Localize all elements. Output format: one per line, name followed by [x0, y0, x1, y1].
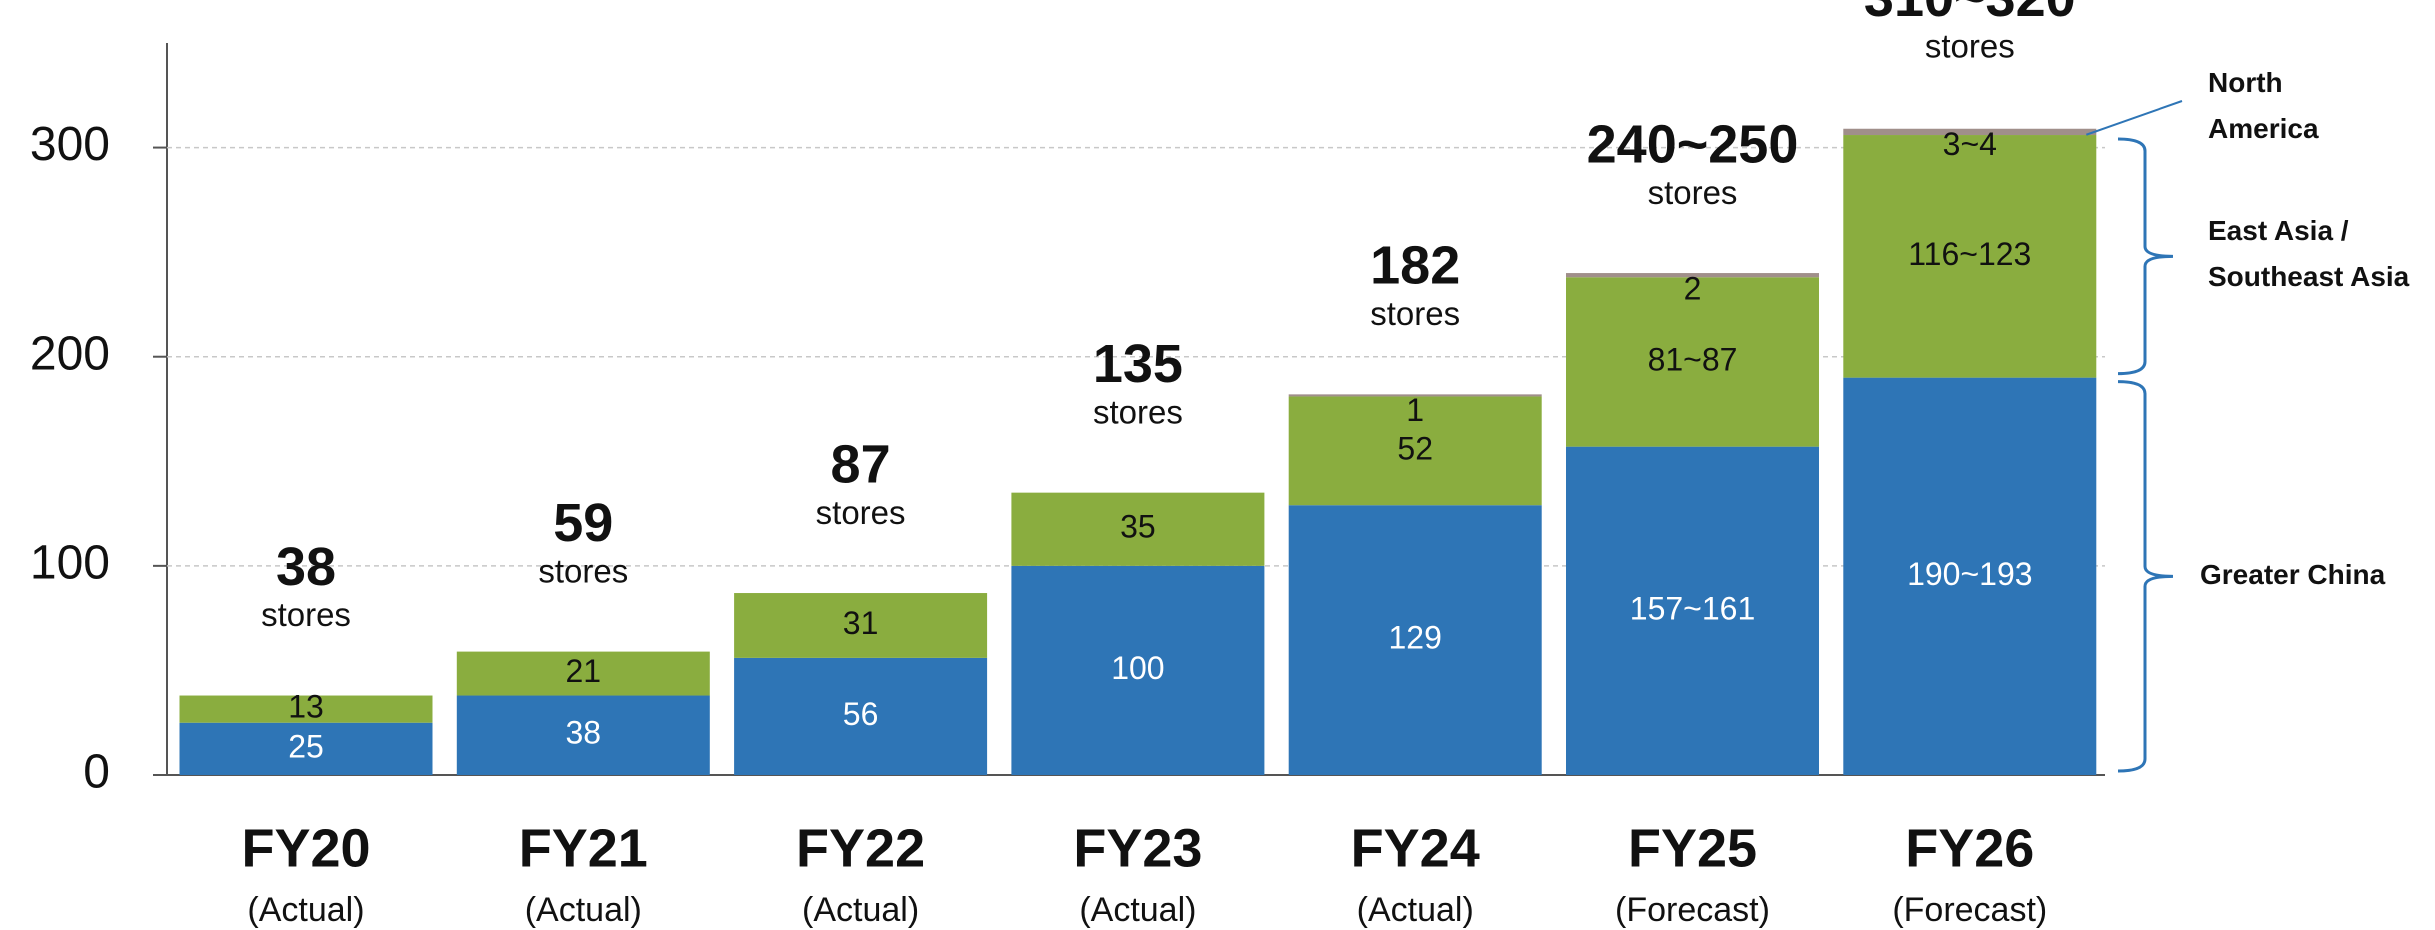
total-unit: stores: [1925, 27, 2015, 64]
total-label: 182: [1370, 236, 1460, 296]
bar-segment: [1566, 273, 1819, 278]
total-unit: stores: [1648, 174, 1738, 211]
data-label: 21: [566, 653, 602, 689]
data-label: 1: [1406, 392, 1424, 428]
x-tick-label: FY24: [1351, 818, 1480, 878]
total-unit: stores: [538, 552, 628, 589]
total-unit: stores: [816, 494, 906, 531]
data-label: 52: [1397, 430, 1433, 466]
bar-segment: [1843, 135, 2097, 378]
total-label: 87: [831, 434, 891, 494]
data-label: 190~193: [1907, 556, 2032, 592]
x-sub-label: (Forecast): [1892, 891, 2047, 929]
bar-segment: [734, 593, 988, 658]
bar-segment: [1566, 277, 1819, 447]
data-label: 157~161: [1630, 590, 1755, 626]
total-label: 310~320: [1864, 0, 2076, 28]
bar-segment: [456, 695, 710, 775]
bar-segment: [179, 722, 433, 775]
y-tick-label: 300: [30, 118, 110, 171]
x-tick-label: FY20: [241, 818, 370, 878]
y-tick-label: 100: [30, 537, 110, 590]
total-label: 59: [553, 493, 613, 553]
legend-label: East Asia / Southeast Asia: [2208, 215, 2410, 292]
data-label: 116~123: [1908, 236, 2031, 272]
x-tick-label: FY21: [519, 818, 648, 878]
x-sub-label: (Actual): [1079, 891, 1196, 929]
total-unit: stores: [261, 596, 351, 633]
total-unit: stores: [1093, 393, 1183, 430]
data-label: 81~87: [1648, 341, 1738, 377]
legend-label: North America: [2208, 67, 2319, 144]
bar-segment: [1288, 505, 1542, 775]
x-sub-label: (Actual): [247, 891, 364, 929]
bar-segment: [734, 657, 988, 775]
total-unit: stores: [1370, 295, 1460, 332]
bar-segment: [1011, 492, 1265, 566]
total-label: 240~250: [1587, 114, 1799, 174]
data-label: 35: [1120, 509, 1156, 545]
bar-segment: [1288, 394, 1542, 397]
y-tick-label: 0: [83, 746, 110, 799]
bar-segment: [456, 651, 710, 696]
leader-line: [2085, 100, 2183, 136]
x-tick-label: FY25: [1628, 818, 1757, 878]
x-tick-label: FY26: [1905, 818, 2034, 878]
x-sub-label: (Actual): [1357, 891, 1474, 929]
bracket: [2117, 137, 2174, 376]
data-label: 56: [843, 696, 879, 732]
bar-segment: [1843, 377, 2097, 775]
data-label: 25: [288, 728, 324, 764]
bar-segment: [1843, 128, 2097, 136]
bar-segment: [179, 695, 433, 723]
total-label: 38: [276, 537, 336, 597]
x-tick-label: FY23: [1073, 818, 1202, 878]
legend-label: Greater China: [2200, 559, 2386, 590]
bracket: [2117, 380, 2174, 773]
x-sub-label: (Forecast): [1615, 891, 1770, 929]
data-label: 3~4: [1943, 126, 1997, 162]
data-label: 129: [1389, 620, 1442, 656]
bar-segment: [1011, 565, 1265, 775]
x-tick-label: FY22: [796, 818, 925, 878]
x-sub-label: (Actual): [525, 891, 642, 929]
x-sub-label: (Actual): [802, 891, 919, 929]
data-label: 100: [1111, 650, 1164, 686]
total-label: 135: [1093, 334, 1183, 394]
data-label: 13: [288, 689, 324, 725]
bar-segment: [1288, 396, 1542, 506]
data-label: 2: [1684, 271, 1702, 307]
data-label: 38: [566, 715, 602, 751]
y-tick-label: 200: [30, 327, 110, 380]
data-label: 31: [843, 605, 879, 641]
bar-segment: [1566, 446, 1819, 775]
